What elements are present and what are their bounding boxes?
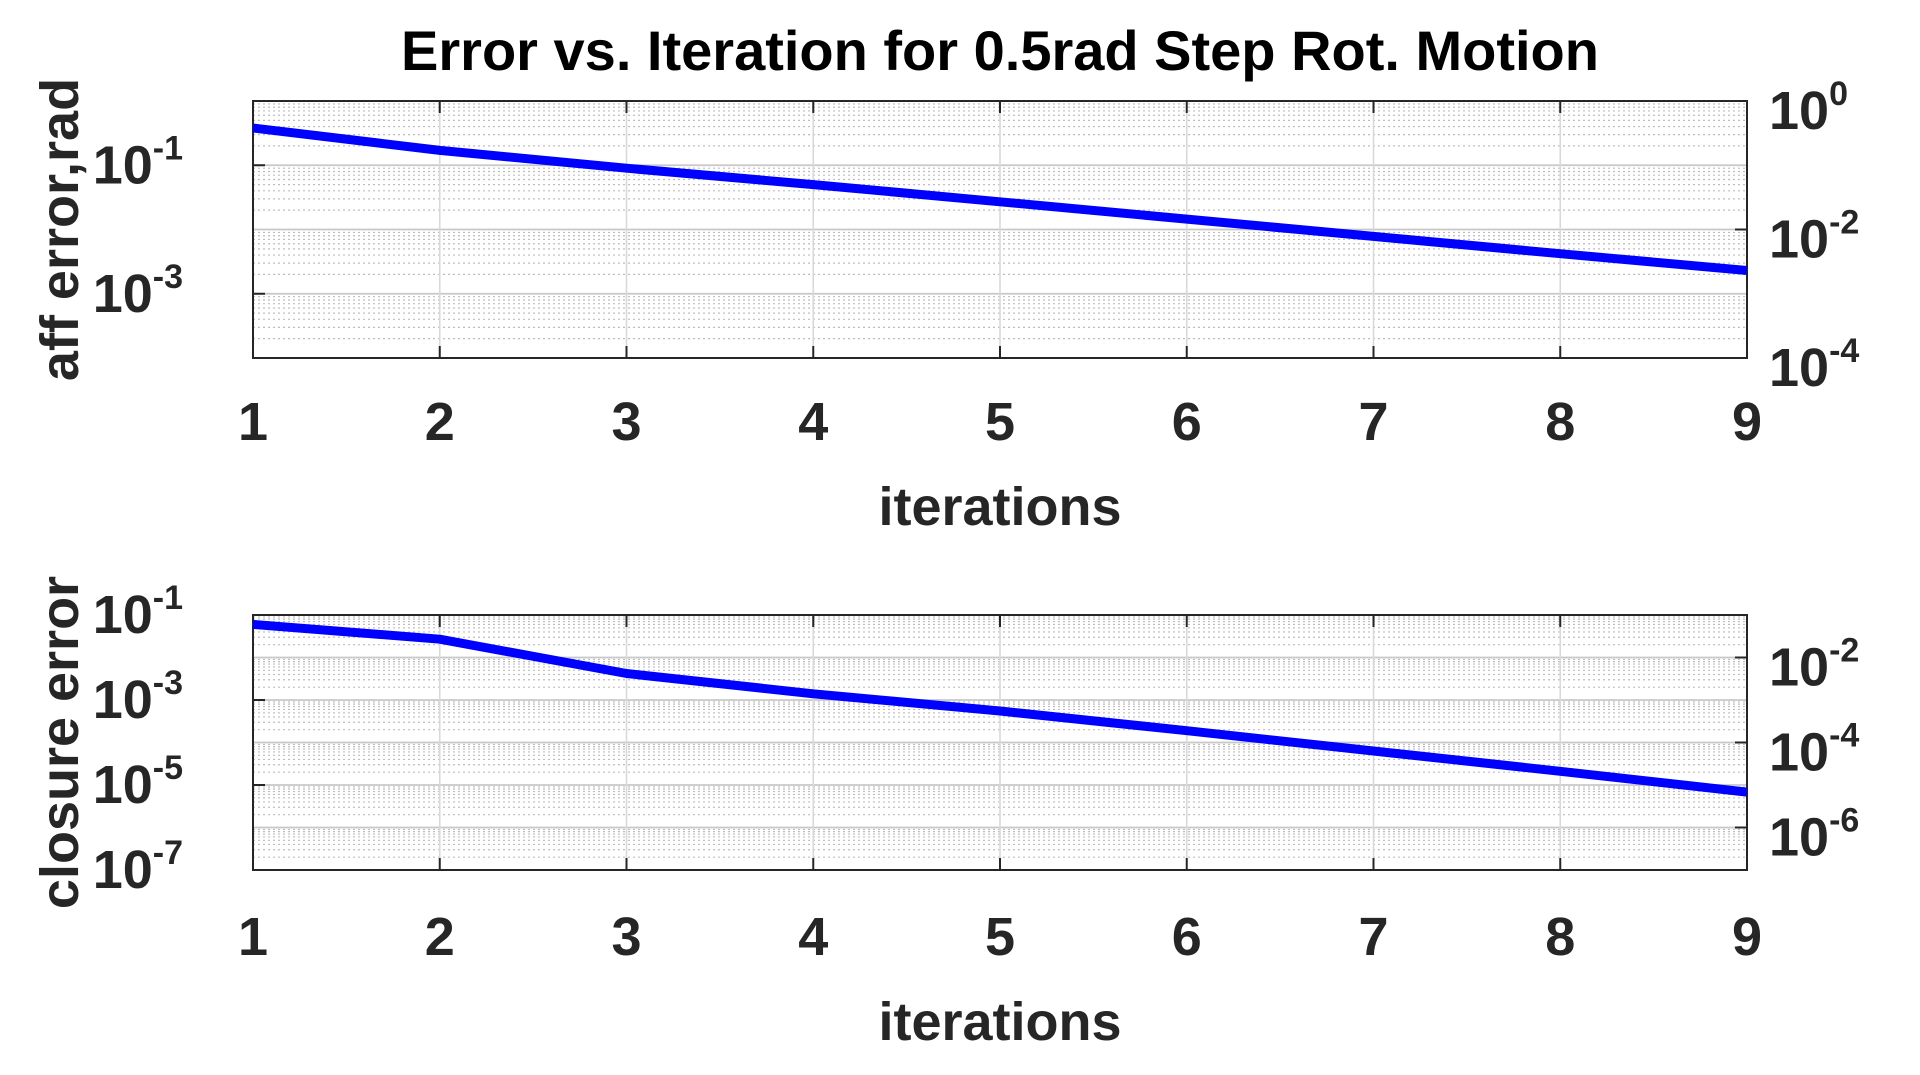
y-tick-label: 10-1 bbox=[93, 579, 183, 645]
x-tick-label: 4 bbox=[798, 907, 828, 967]
x-axis-label: iterations bbox=[878, 992, 1121, 1052]
y-tick-label-right: 10-2 bbox=[1769, 632, 1859, 698]
x-tick-label: 6 bbox=[1172, 907, 1202, 967]
y-tick-label-right: 100 bbox=[1769, 75, 1848, 141]
grid bbox=[252, 614, 1748, 871]
x-axis-label: iterations bbox=[878, 477, 1121, 537]
y-tick-label-right: 10-6 bbox=[1769, 802, 1859, 868]
x-tick-label: 7 bbox=[1358, 907, 1388, 967]
y-tick-label-right: 10-4 bbox=[1769, 332, 1859, 398]
x-tick-label: 8 bbox=[1545, 907, 1575, 967]
x-tick-label: 7 bbox=[1358, 392, 1388, 452]
x-tick-label: 3 bbox=[611, 907, 641, 967]
y-tick-label-right: 10-4 bbox=[1769, 717, 1859, 783]
x-tick-label: 2 bbox=[425, 907, 455, 967]
y-tick-label: 10-5 bbox=[93, 749, 183, 815]
x-tick-label: 9 bbox=[1732, 907, 1762, 967]
x-tick-label: 9 bbox=[1732, 392, 1762, 452]
x-tick-label: 1 bbox=[238, 907, 268, 967]
top-panel: 1 2 3 4 5 6 7 8 9 10-1 10-3 100 10-2 10-4 iterations af… bbox=[30, 75, 1859, 537]
x-tick-label: 4 bbox=[798, 392, 828, 452]
x-tick-label: 8 bbox=[1545, 392, 1575, 452]
x-tick-label: 2 bbox=[425, 392, 455, 452]
y-axis-label: closure error bbox=[30, 576, 90, 909]
x-tick-label: 3 bbox=[611, 392, 641, 452]
x-tick-label: 5 bbox=[985, 392, 1015, 452]
y-tick-label: 10-7 bbox=[93, 834, 183, 900]
y-tick-label-right: 10-2 bbox=[1769, 204, 1859, 270]
y-axis-label: aff error,rad bbox=[30, 78, 90, 381]
y-tick-label: 10-1 bbox=[93, 129, 183, 195]
y-tick-label: 10-3 bbox=[93, 258, 183, 324]
x-tick-label: 6 bbox=[1172, 392, 1202, 452]
bottom-panel: 1 2 3 4 5 6 7 8 9 10-1 10-3 10-5 10-7 10-2 10-4 10-6 ite… bbox=[30, 576, 1859, 1052]
x-tick-label: 1 bbox=[238, 392, 268, 452]
y-tick-label: 10-3 bbox=[93, 664, 183, 730]
x-tick-label: 5 bbox=[985, 907, 1015, 967]
chart-title: Error vs. Iteration for 0.5rad Step Rot.… bbox=[401, 19, 1599, 82]
